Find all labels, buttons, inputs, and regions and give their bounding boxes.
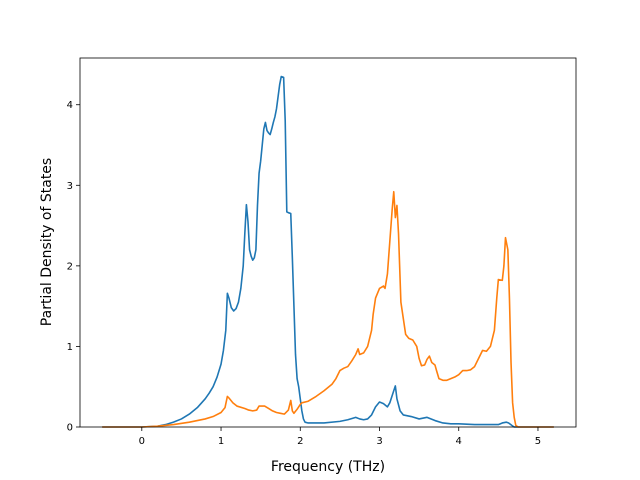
y-ticks: 0 1 2 3 4	[67, 100, 80, 434]
series-line-2	[102, 190, 554, 428]
y-tick-label: 1	[67, 342, 73, 353]
series-layer	[102, 75, 554, 428]
y-tick-label: 2	[67, 261, 73, 272]
x-ticks: 0 1 2 3 4 5	[139, 427, 541, 447]
x-tick-label: 2	[297, 436, 303, 447]
plot-background	[80, 58, 576, 427]
x-tick-label: 5	[535, 436, 541, 447]
x-tick-label: 1	[218, 436, 224, 447]
y-tick-label: 3	[67, 181, 73, 192]
x-axis-label: Frequency (THz)	[271, 459, 385, 475]
y-tick-label: 0	[67, 423, 73, 434]
x-tick-label: 4	[456, 436, 462, 447]
y-axis-label: Partial Density of States	[39, 158, 55, 326]
y-tick-label: 4	[67, 100, 73, 111]
x-tick-label: 0	[139, 436, 145, 447]
x-tick-label: 3	[376, 436, 382, 447]
plot-frame	[79, 57, 577, 428]
series-line-1	[102, 75, 554, 428]
